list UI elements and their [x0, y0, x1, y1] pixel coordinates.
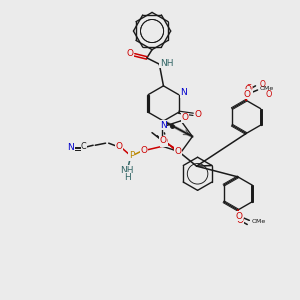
Text: O: O: [244, 90, 251, 99]
Text: NH: NH: [160, 58, 173, 68]
Text: N: N: [181, 88, 187, 97]
Text: NH: NH: [121, 166, 134, 175]
Text: O: O: [236, 212, 242, 221]
Text: O: O: [182, 113, 189, 122]
Text: O: O: [195, 110, 202, 119]
Text: N: N: [67, 143, 74, 152]
Text: O: O: [116, 142, 122, 151]
Text: H: H: [124, 173, 131, 182]
Text: OMe: OMe: [251, 219, 266, 224]
Text: O: O: [244, 85, 251, 94]
Text: O: O: [266, 90, 272, 99]
Text: O: O: [175, 147, 182, 156]
Text: N: N: [160, 121, 167, 130]
Text: OMe: OMe: [260, 86, 274, 92]
Text: O: O: [236, 216, 242, 225]
Text: O: O: [246, 85, 253, 94]
Text: O: O: [260, 80, 266, 89]
Text: O: O: [127, 49, 134, 58]
Text: O: O: [236, 216, 244, 225]
Text: O: O: [245, 85, 252, 94]
Text: O: O: [161, 137, 168, 146]
Text: P: P: [129, 151, 134, 160]
Text: O: O: [160, 136, 167, 146]
Text: O: O: [140, 146, 147, 155]
Text: C: C: [81, 142, 87, 151]
